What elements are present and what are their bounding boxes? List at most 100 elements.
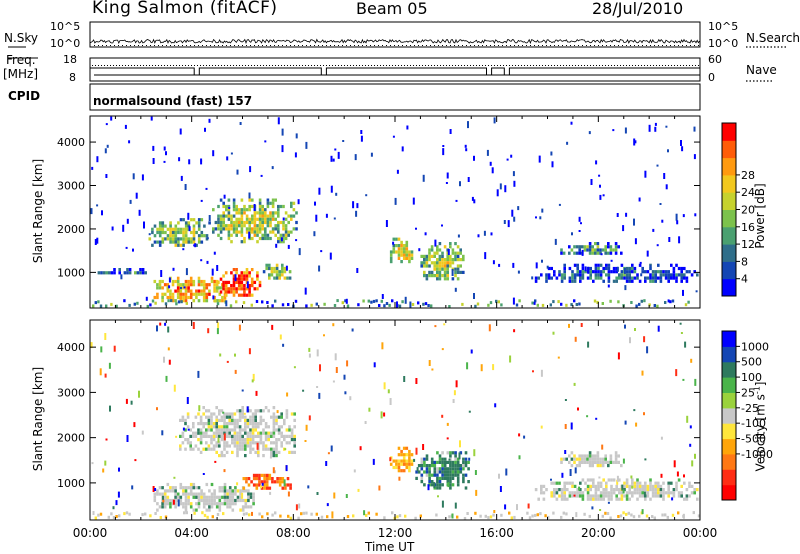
echo-cell (633, 270, 637, 274)
echo-cell (223, 444, 226, 448)
noise-speckle (352, 201, 355, 209)
nsearch-dot (366, 45, 367, 46)
noise-speckle (616, 213, 619, 217)
echo-cell (195, 486, 198, 490)
echo-cell (408, 469, 411, 473)
echo-cell (161, 240, 165, 244)
echo-cell (588, 251, 592, 255)
echo-cell (174, 495, 177, 499)
noise-speckle (213, 251, 216, 255)
nsearch-dot (114, 45, 115, 46)
echo-cell (174, 224, 178, 228)
noise-speckle (204, 127, 206, 132)
noise-speckle (648, 124, 651, 132)
nave-dot (326, 65, 327, 66)
echo-cell (272, 415, 276, 419)
echo-cell (586, 491, 590, 495)
echo-cell (563, 270, 566, 274)
noise-speckle (90, 208, 93, 215)
nsearch-dot (606, 45, 607, 46)
echo-cell (436, 248, 439, 252)
noise-speckle (208, 215, 211, 221)
echo-cell (584, 488, 587, 492)
echo-cell (235, 277, 238, 281)
nave-dot (470, 65, 471, 66)
echo-cell (286, 477, 290, 481)
echo-cell (256, 271, 259, 275)
noise-speckle (434, 239, 437, 247)
noise-speckle (205, 187, 208, 190)
noise-speckle (540, 369, 543, 377)
echo-cell (290, 450, 294, 454)
echo-cell (433, 473, 437, 477)
nave-dot (659, 65, 660, 66)
echo-cell (596, 454, 600, 458)
noise-speckle (599, 194, 602, 200)
echo-cell (231, 428, 234, 432)
echo-cell (402, 456, 406, 460)
colorbar-swatch (722, 278, 736, 297)
echo-cell (264, 447, 268, 451)
echo-cell (389, 260, 393, 264)
echo-cell (222, 227, 225, 231)
nsearch-dot (338, 45, 339, 46)
echo-cell (248, 227, 251, 231)
nave-dot (491, 65, 492, 66)
echo-cell (169, 498, 172, 503)
echo-cell (244, 447, 247, 451)
echo-cell (184, 224, 188, 228)
echo-cell (205, 286, 209, 290)
echo-cell (599, 251, 602, 255)
echo-cell (400, 449, 403, 454)
echo-cell (176, 283, 180, 287)
echo-cell (420, 264, 423, 268)
echo-cell (272, 425, 276, 429)
echo-cell (187, 283, 190, 287)
echo-cell (423, 274, 426, 278)
ytick-label: 3000 (57, 180, 85, 193)
echo-cell (249, 447, 252, 451)
echo-cell (651, 494, 655, 498)
ground-scatter (261, 300, 264, 304)
echo-cell (433, 274, 436, 278)
nsearch-dot (678, 45, 679, 46)
echo-cell (282, 224, 285, 228)
echo-cell (594, 242, 597, 246)
nave-dot (497, 65, 498, 66)
echo-cell (274, 217, 277, 221)
echo-cell (245, 220, 249, 225)
echo-cell (277, 227, 280, 231)
echo-cell (195, 492, 198, 496)
echo-cell (295, 211, 298, 215)
echo-cell (620, 276, 624, 280)
ground-scatter (315, 512, 318, 516)
echo-cell (644, 488, 647, 492)
noise-speckle (234, 274, 237, 282)
echo-cell (675, 273, 678, 277)
echo-cell (547, 276, 551, 280)
noise-speckle (186, 397, 189, 404)
noise-speckle (427, 484, 430, 491)
noise-right-tick-top: 10^5 (708, 20, 739, 33)
echo-cell (607, 263, 611, 267)
nave-dot (506, 65, 507, 66)
echo-cell (230, 214, 233, 218)
nave-dot (560, 65, 561, 66)
echo-cell (583, 454, 587, 458)
echo-cell (245, 274, 249, 278)
echo-cell (264, 227, 267, 231)
noise-speckle (128, 140, 131, 144)
ground-scatter (531, 301, 534, 305)
nave-dot (182, 65, 183, 66)
echo-cell (579, 481, 582, 485)
echo-cell (259, 409, 263, 413)
echo-cell (205, 415, 208, 419)
echo-cell (197, 276, 201, 280)
noise-speckle (689, 425, 692, 429)
nave-dot (488, 65, 489, 66)
echo-cell (591, 251, 594, 255)
noise-speckle (248, 348, 251, 355)
nave-dot (257, 65, 258, 66)
ground-scatter (271, 513, 274, 517)
nave-dot (281, 65, 282, 66)
